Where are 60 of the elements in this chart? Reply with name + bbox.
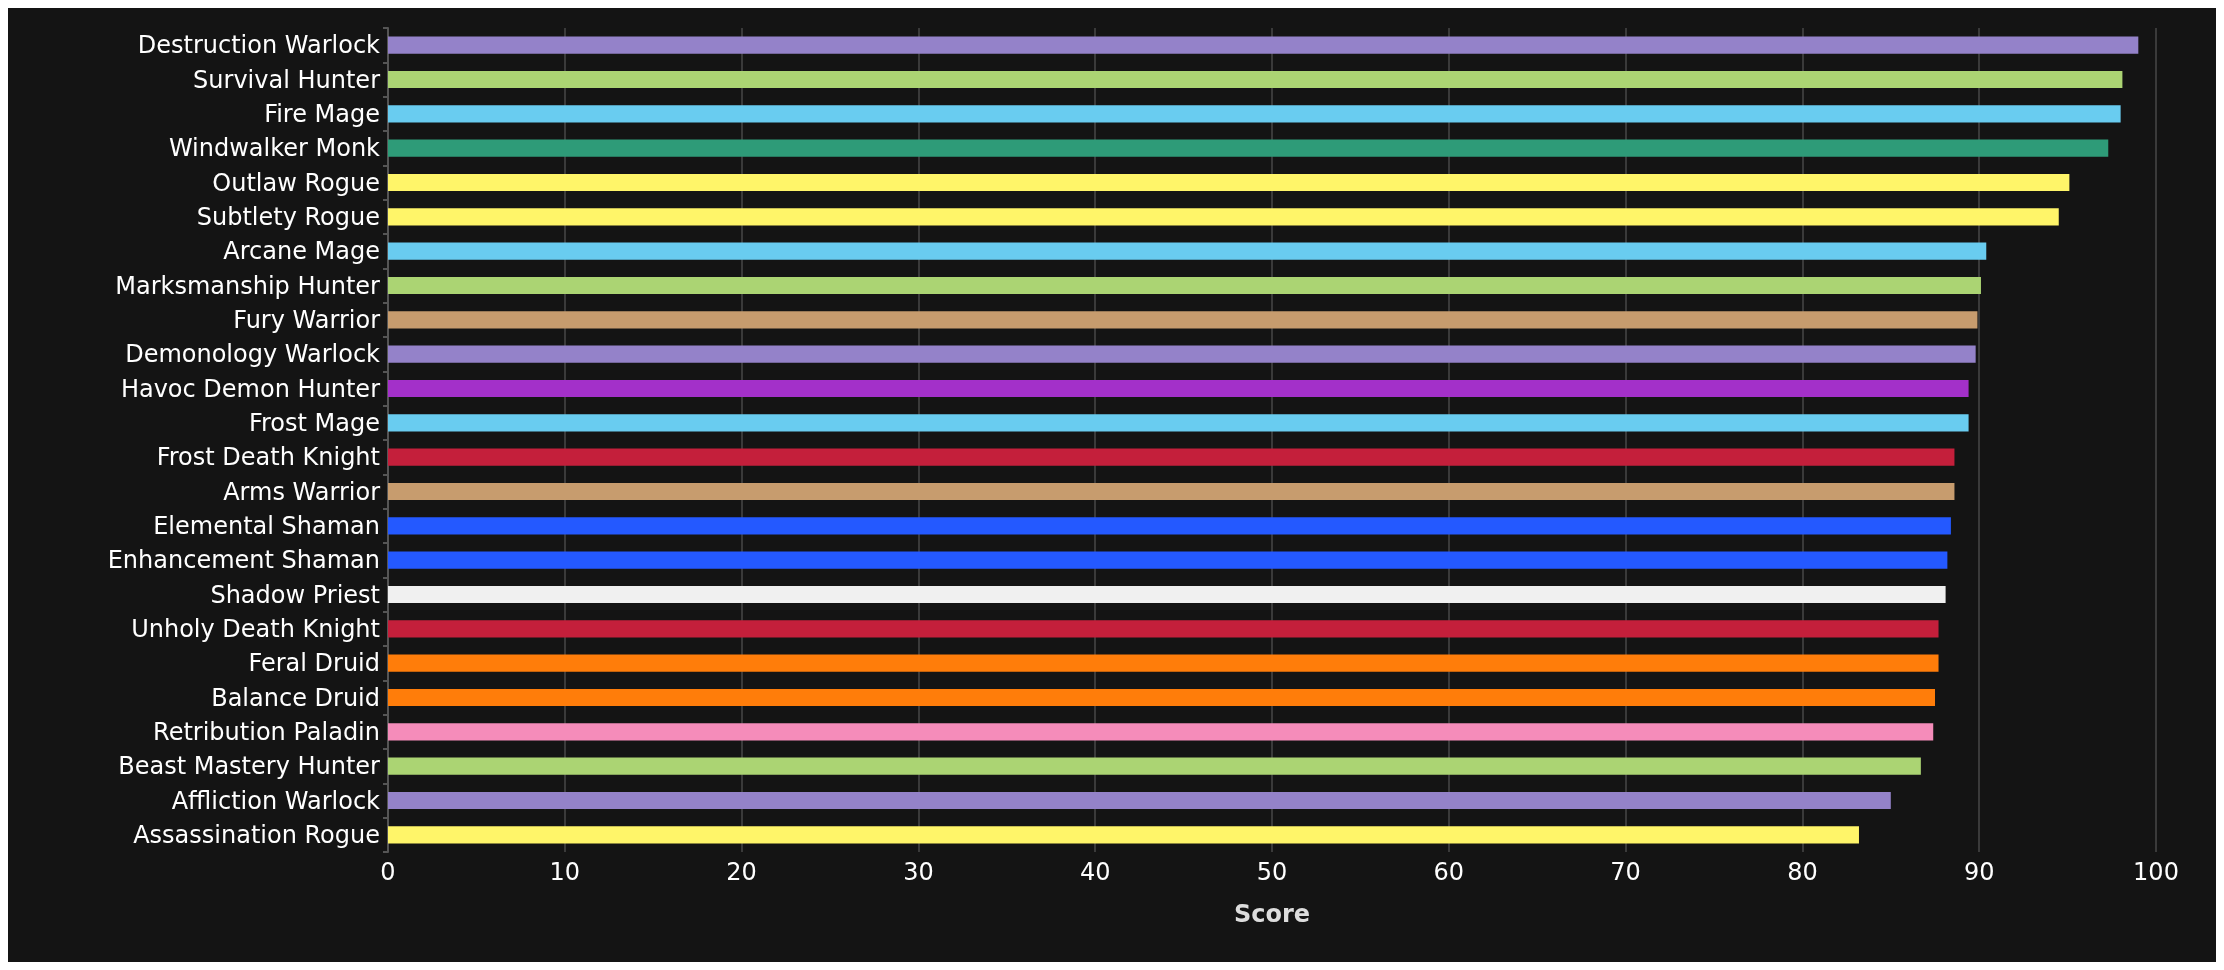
- bar: [388, 36, 2139, 54]
- x-tick-label: 90: [1963, 858, 1995, 886]
- bar: [388, 482, 1955, 501]
- y-tick-label: Retribution Paladin: [153, 717, 380, 746]
- y-tick-label: Balance Druid: [211, 683, 380, 712]
- bar: [388, 70, 2123, 89]
- x-tick-label: 20: [726, 858, 757, 886]
- x-tick-label: 40: [1079, 858, 1111, 886]
- y-tick-label: Enhancement Shaman: [107, 546, 380, 575]
- y-tick-label: Arcane Mage: [223, 237, 380, 266]
- y-tick-label: Demonology Warlock: [125, 340, 381, 369]
- y-tick-label: Unholy Death Knight: [131, 614, 380, 643]
- y-tick-label: Destruction Warlock: [137, 31, 381, 60]
- y-tick-label: Assassination Rogue: [133, 820, 380, 849]
- bar: [388, 620, 1939, 638]
- y-tick-label: Frost Mage: [248, 408, 380, 437]
- bar: [388, 208, 2059, 226]
- x-tick-label: 80: [1787, 858, 1818, 886]
- bar: [388, 311, 1978, 329]
- x-tick-label: 30: [903, 858, 934, 886]
- y-tick-label: Outlaw Rogue: [212, 168, 380, 197]
- x-tick-label: 0: [380, 858, 396, 886]
- y-tick-label: Fire Mage: [264, 99, 380, 128]
- y-tick-label: Subtlety Rogue: [196, 202, 380, 231]
- bar: [388, 139, 2109, 157]
- bar: [388, 379, 1969, 398]
- y-tick-label: Feral Druid: [248, 649, 380, 678]
- x-tick-label: 10: [549, 858, 581, 886]
- bar: [388, 757, 1921, 775]
- bar: [388, 688, 1935, 707]
- bar: [388, 723, 1934, 741]
- y-tick-label: Arms Warrior: [223, 477, 381, 506]
- y-tick-label: Affliction Warlock: [171, 786, 381, 815]
- bar: [388, 276, 1981, 295]
- bar: [388, 105, 2121, 123]
- bar: [388, 414, 1969, 432]
- x-axis-title: Score: [1233, 900, 1311, 928]
- x-tick-label: 100: [2133, 858, 2179, 886]
- y-tick-label: Beast Mastery Hunter: [118, 752, 381, 781]
- y-tick-label: Frost Death Knight: [156, 443, 380, 472]
- y-tick-label: Marksmanship Hunter: [115, 271, 381, 300]
- y-tick-label: Fury Warrior: [233, 305, 381, 334]
- x-tick-label: 60: [1433, 858, 1465, 886]
- x-tick-label: 70: [1610, 858, 1641, 886]
- y-tick-label: Elemental Shaman: [153, 511, 380, 540]
- y-tick-label: Havoc Demon Hunter: [120, 374, 381, 403]
- bar: [388, 345, 1976, 363]
- y-tick-label: Survival Hunter: [193, 65, 381, 94]
- bar: [388, 654, 1939, 672]
- y-tick-label: Windwalker Monk: [168, 134, 381, 163]
- bar: [388, 517, 1951, 535]
- bar: [388, 448, 1955, 466]
- y-tick-label: Shadow Priest: [210, 580, 380, 609]
- bar: [388, 551, 1948, 569]
- bar: [388, 242, 1987, 260]
- bar: [388, 585, 1946, 604]
- x-tick-label: 50: [1256, 858, 1288, 886]
- bar: [388, 826, 1859, 844]
- bar: [388, 173, 2070, 192]
- bar: [388, 791, 1891, 810]
